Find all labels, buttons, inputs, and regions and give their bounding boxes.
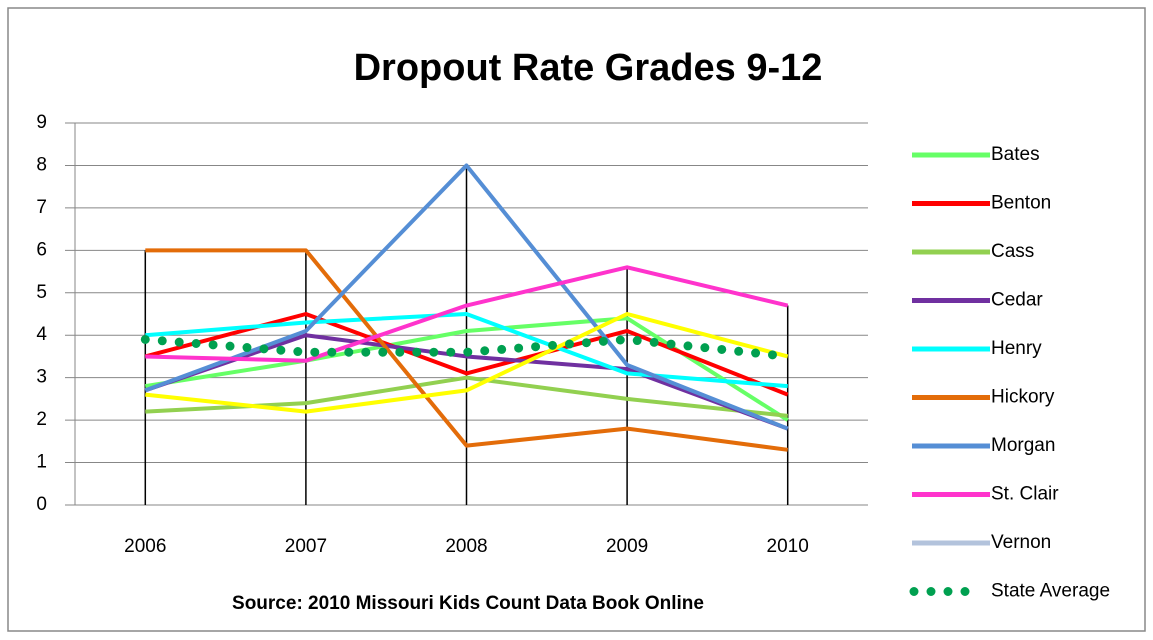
legend-label: Morgan <box>991 435 1055 456</box>
y-tick-label: 6 <box>36 239 47 260</box>
series-line <box>144 333 789 431</box>
chart-frame <box>7 7 1146 632</box>
x-tick-label: 2008 <box>445 536 487 557</box>
chart-title: Dropout Rate Grades 9-12 <box>354 47 823 89</box>
y-tick-label: 9 <box>36 112 47 133</box>
legend-label: Cedar <box>991 290 1043 311</box>
legend-label: Henry <box>991 338 1042 359</box>
y-tick-label: 7 <box>36 197 47 218</box>
series-line <box>140 334 793 361</box>
legend-label: Hickory <box>991 387 1055 408</box>
x-tick-label: 2010 <box>767 536 809 557</box>
y-tick-label: 2 <box>36 409 47 430</box>
chart-subtitle: Source: 2010 Missouri Kids Count Data Bo… <box>232 593 704 614</box>
y-tick-label: 3 <box>36 367 47 388</box>
series-line <box>145 265 789 363</box>
y-tick-label: 1 <box>36 452 47 473</box>
legend-label: Bates <box>991 144 1040 165</box>
series-line <box>145 312 789 414</box>
legend-label: Vernon <box>991 532 1051 553</box>
y-tick-label: 5 <box>36 282 47 303</box>
x-tick-label: 2009 <box>606 536 648 557</box>
legend-label: Cass <box>991 241 1034 262</box>
series-line <box>145 312 788 389</box>
x-tick-label: 2007 <box>285 536 327 557</box>
x-tick-label: 2006 <box>124 536 166 557</box>
series-line <box>144 163 789 431</box>
y-tick-label: 4 <box>36 324 47 345</box>
y-tick-label: 0 <box>36 494 47 515</box>
legend-label: Benton <box>991 193 1051 214</box>
legend-label: State Average <box>991 581 1110 602</box>
y-tick-label: 8 <box>36 154 47 175</box>
series-line <box>145 248 788 452</box>
legend-label: St. Clair <box>991 484 1059 505</box>
